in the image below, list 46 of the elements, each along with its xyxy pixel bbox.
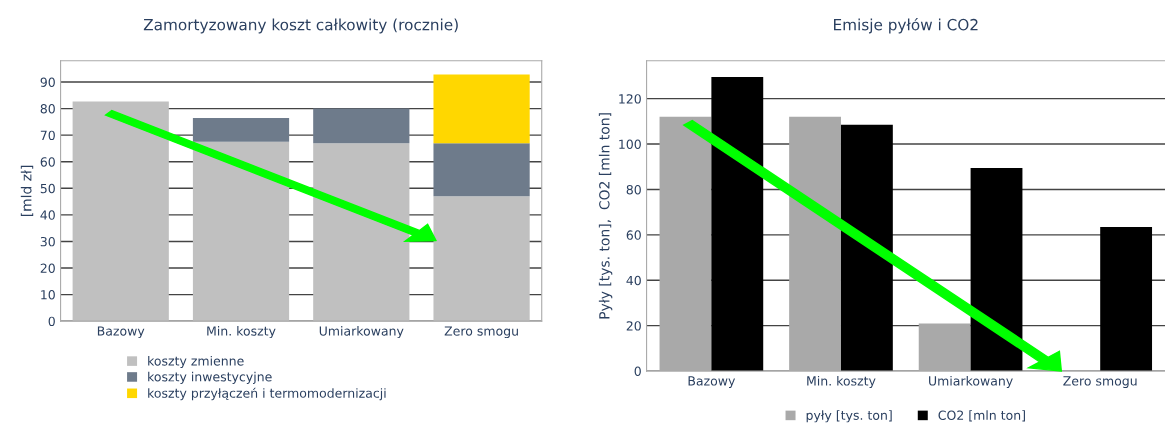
y-tick-label: 100 — [619, 139, 641, 149]
y-tick-label: 40 — [626, 275, 641, 286]
y-tick-label: 60 — [626, 230, 641, 240]
bar — [72, 101, 169, 322]
y-tick-label: 70 — [40, 130, 55, 141]
legend-label: pyły [tys. ton] — [806, 410, 892, 423]
y-tick-label: 80 — [626, 184, 641, 195]
x-tick-label: Zero smogu — [444, 326, 518, 339]
x-tick-label: Umiarkowany — [319, 326, 404, 339]
bar — [313, 143, 410, 322]
legend-label: koszty zmienne — [148, 355, 244, 369]
x-tick-label: Min. koszty — [807, 375, 876, 389]
bar — [433, 143, 530, 197]
y-tick-label: 20 — [40, 263, 55, 273]
y-tick-label: 80 — [40, 104, 55, 114]
bar — [840, 124, 893, 372]
y-tick-label: 60 — [40, 157, 55, 167]
y-tick-label: 40 — [40, 210, 55, 220]
bar — [711, 77, 764, 372]
y-tick-label: 0 — [48, 316, 55, 327]
bar — [192, 141, 290, 322]
legend-label: koszty przyłączeń i termomodernizacji — [148, 387, 386, 401]
y-tick-label: 10 — [41, 290, 55, 300]
bar — [1100, 226, 1153, 372]
y-tick-label: 120 — [619, 94, 641, 104]
x-tick-label: Bazowy — [97, 326, 145, 339]
x-tick-label: Zero smogu — [1063, 376, 1137, 389]
y-axis-title: Pyły [tys. ton], CO2 [mln ton] — [598, 113, 613, 319]
x-tick-label: Bazowy — [688, 376, 736, 389]
bar — [970, 167, 1023, 372]
bar — [433, 74, 530, 144]
y-tick-label: 0 — [634, 366, 641, 376]
y-tick-label: 20 — [626, 321, 641, 331]
y-tick-label: 50 — [40, 183, 55, 194]
y-tick-label: 90 — [40, 77, 55, 87]
bar — [433, 196, 530, 322]
legend-label: koszty inwestycyjne — [148, 371, 272, 384]
y-tick-label: 30 — [40, 236, 55, 247]
x-tick-label: Min. koszty — [207, 326, 276, 339]
x-tick-label: Umiarkowany — [929, 375, 1013, 389]
bar — [313, 108, 410, 144]
chart-title: Emisje pyłów i CO2 — [834, 17, 978, 34]
chart-title: Zamortyzowany koszt całkowity (rocznie) — [143, 18, 458, 34]
y-axis-title: [mld zł] — [20, 165, 34, 217]
legend-label: CO2 [mln ton] — [938, 410, 1025, 422]
bar — [192, 117, 290, 142]
